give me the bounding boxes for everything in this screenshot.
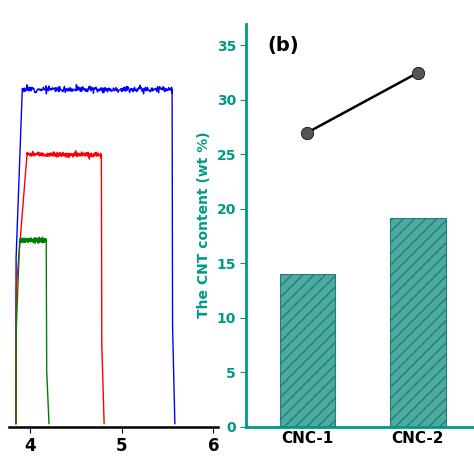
Point: [303, 129, 311, 137]
Text: (b): (b): [268, 36, 300, 55]
Y-axis label: The CNT content (wt %): The CNT content (wt %): [197, 132, 211, 319]
Point: [414, 69, 422, 76]
Bar: [390, 218, 446, 427]
Bar: [280, 274, 335, 427]
